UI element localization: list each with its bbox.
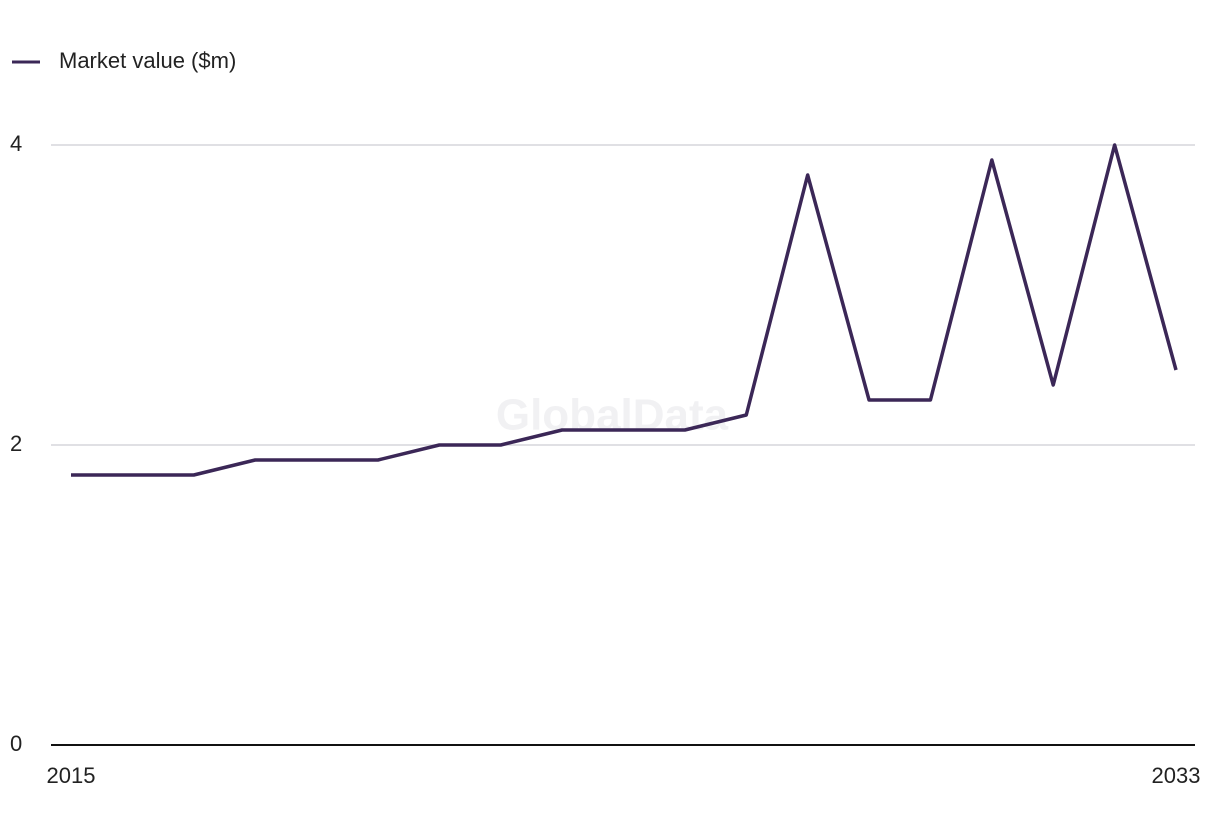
line-series bbox=[71, 143, 1178, 477]
x-tick-label: 2015 bbox=[47, 763, 96, 788]
y-tick-label: 0 bbox=[10, 731, 22, 756]
y-tick-label: 2 bbox=[10, 431, 22, 456]
legend-label: Market value ($m) bbox=[59, 48, 236, 73]
y-tick-label: 4 bbox=[10, 131, 22, 156]
watermark: GlobalData bbox=[496, 391, 729, 440]
x-tick-label: 2033 bbox=[1152, 763, 1201, 788]
